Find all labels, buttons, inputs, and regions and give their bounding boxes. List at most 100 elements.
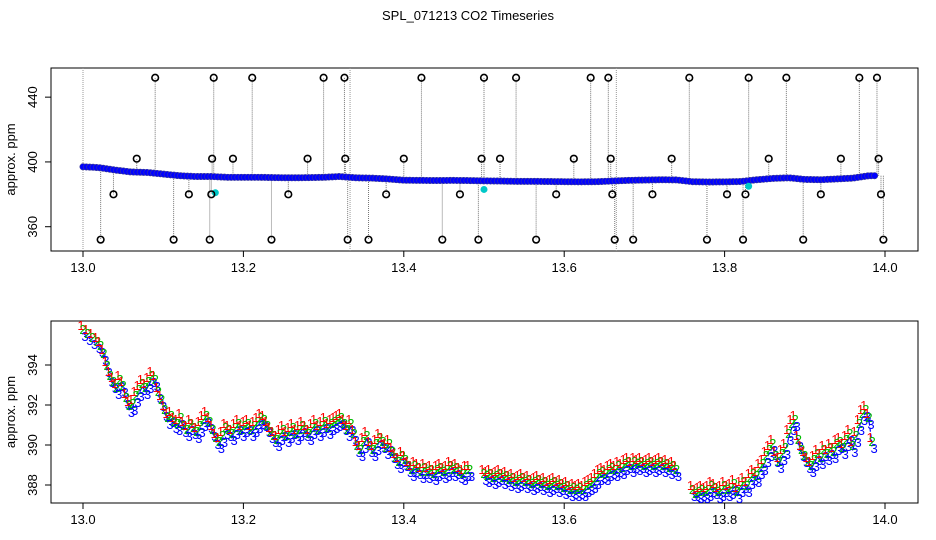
marker-label-3: 3 bbox=[803, 455, 810, 470]
marker-label-3: 3 bbox=[433, 473, 440, 488]
marker-label-1: 1 bbox=[355, 438, 362, 453]
marker-label-1: 1 bbox=[530, 470, 537, 485]
marker-label-2: 2 bbox=[487, 466, 494, 481]
x-tick-label: 13.2 bbox=[231, 260, 256, 275]
marker-label-2: 2 bbox=[625, 454, 632, 469]
marker-label-1: 1 bbox=[271, 428, 278, 443]
marker-label-1: 1 bbox=[632, 452, 639, 467]
marker-label-2: 2 bbox=[596, 466, 603, 481]
marker-label-2: 2 bbox=[434, 462, 441, 477]
outlier-point bbox=[874, 154, 883, 163]
marker-label-1: 1 bbox=[239, 414, 246, 429]
marker-label-3: 3 bbox=[582, 489, 589, 504]
marker-label-3: 3 bbox=[707, 489, 714, 504]
marker-label-1: 1 bbox=[300, 418, 307, 433]
marker-label-2: 2 bbox=[509, 470, 516, 485]
marker-label-3: 3 bbox=[349, 423, 356, 438]
marker-label-1: 1 bbox=[130, 384, 137, 399]
marker-label-3: 3 bbox=[105, 365, 112, 380]
marker-label-2: 2 bbox=[660, 458, 667, 473]
marker-label-2: 2 bbox=[503, 468, 510, 483]
marker-label-1: 1 bbox=[134, 378, 141, 393]
marker-label-1: 1 bbox=[159, 398, 166, 413]
marker-label-1: 1 bbox=[454, 460, 461, 475]
marker-label-3: 3 bbox=[819, 457, 826, 472]
marker-label-1: 1 bbox=[703, 478, 710, 493]
marker-label-3: 3 bbox=[742, 481, 749, 496]
marker-label-1: 1 bbox=[111, 376, 118, 391]
marker-label-1: 1 bbox=[214, 430, 221, 445]
marker-label-2: 2 bbox=[331, 414, 338, 429]
marker-label-1: 1 bbox=[182, 418, 189, 433]
marker-label-1: 1 bbox=[639, 454, 646, 469]
outlier-point bbox=[816, 190, 825, 199]
marker-label-1: 1 bbox=[291, 422, 298, 437]
marker-label-2: 2 bbox=[139, 376, 146, 391]
highlight-point bbox=[745, 182, 753, 190]
marker-label-3: 3 bbox=[752, 473, 759, 488]
x-tick-label: 13.8 bbox=[712, 260, 737, 275]
marker-label-3: 3 bbox=[527, 479, 534, 494]
outlier-point bbox=[340, 73, 349, 82]
marker-label-3: 3 bbox=[445, 469, 452, 484]
marker-label-1: 1 bbox=[761, 444, 768, 459]
marker-label-3: 3 bbox=[537, 479, 544, 494]
marker-label-3: 3 bbox=[704, 491, 711, 506]
marker-label-1: 1 bbox=[562, 474, 569, 489]
marker-label-1: 1 bbox=[745, 466, 752, 481]
marker-label-2: 2 bbox=[721, 478, 728, 493]
marker-label-2: 2 bbox=[306, 426, 313, 441]
marker-label-2: 2 bbox=[273, 432, 280, 447]
marker-label-3: 3 bbox=[614, 469, 621, 484]
marker-label-3: 3 bbox=[733, 483, 740, 498]
marker-label-3: 3 bbox=[486, 475, 493, 490]
marker-label-3: 3 bbox=[502, 477, 509, 492]
marker-label-2: 2 bbox=[293, 426, 300, 441]
marker-label-2: 2 bbox=[334, 412, 341, 427]
marker-label-1: 1 bbox=[741, 474, 748, 489]
marker-label-2: 2 bbox=[766, 442, 773, 457]
panel-top-raw-co2: 13.0 13.2 13.4 13.6 13.8 14.0 360 400 440 approx.… bbox=[3, 67, 919, 275]
marker-label-3: 3 bbox=[813, 459, 820, 474]
marker-label-2: 2 bbox=[522, 474, 529, 489]
marker-label-3: 3 bbox=[636, 463, 643, 478]
marker-label-1: 1 bbox=[101, 354, 108, 369]
marker-label-3: 3 bbox=[346, 429, 353, 444]
outlier-point bbox=[782, 73, 791, 82]
marker-label-2: 2 bbox=[612, 462, 619, 477]
marker-label-3: 3 bbox=[701, 489, 708, 504]
marker-label-2: 2 bbox=[267, 424, 274, 439]
marker-label-2: 2 bbox=[862, 402, 869, 417]
plot-frame bbox=[50, 320, 919, 504]
marker-label-2: 2 bbox=[583, 478, 590, 493]
marker-label-3: 3 bbox=[566, 485, 573, 500]
marker-label-2: 2 bbox=[325, 420, 332, 435]
marker-label-2: 2 bbox=[545, 478, 552, 493]
marker-label-2: 2 bbox=[756, 460, 763, 475]
marker-label-3: 3 bbox=[851, 445, 858, 460]
marker-label-1: 1 bbox=[233, 412, 240, 427]
marker-label-2: 2 bbox=[840, 440, 847, 455]
marker-label-2: 2 bbox=[386, 436, 393, 451]
marker-label-1: 1 bbox=[594, 462, 601, 477]
marker-label-2: 2 bbox=[389, 444, 396, 459]
x-tick-label: 13.0 bbox=[70, 512, 95, 527]
x-tick-label: 13.2 bbox=[231, 512, 256, 527]
marker-label-1: 1 bbox=[92, 330, 99, 345]
marker-label-2: 2 bbox=[299, 418, 306, 433]
marker-label-1: 1 bbox=[693, 480, 700, 495]
y-axis-label: approx. ppm bbox=[3, 376, 18, 448]
marker-label-1: 1 bbox=[597, 460, 604, 475]
marker-label-1: 1 bbox=[613, 454, 620, 469]
outlier-point bbox=[208, 154, 217, 163]
marker-label-2: 2 bbox=[532, 474, 539, 489]
marker-label-3: 3 bbox=[810, 465, 817, 480]
marker-label-3: 3 bbox=[617, 465, 624, 480]
marker-label-1: 1 bbox=[409, 454, 416, 469]
marker-label-1: 1 bbox=[352, 434, 359, 449]
marker-label-1: 1 bbox=[342, 418, 349, 433]
marker-label-1: 1 bbox=[445, 454, 452, 469]
plot-area: 1231231231231231231231231231231231231231… bbox=[77, 321, 877, 506]
marker-label-1: 1 bbox=[393, 450, 400, 465]
marker-label-2: 2 bbox=[370, 442, 377, 457]
